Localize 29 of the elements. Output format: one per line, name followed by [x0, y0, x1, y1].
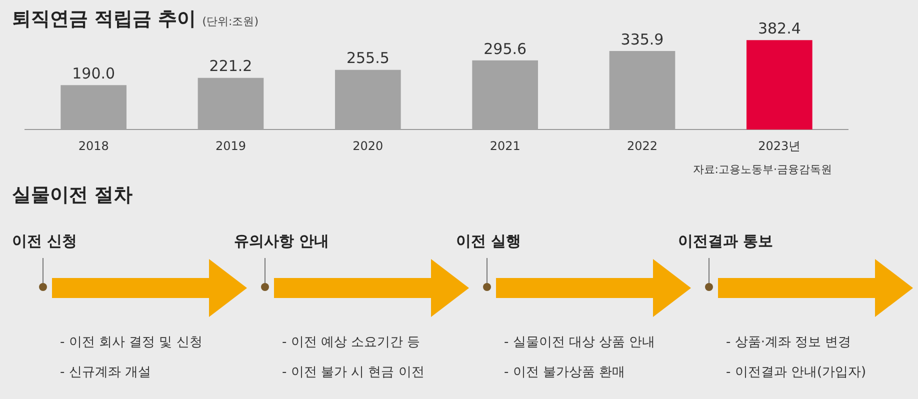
category-label: 유의사항 안내	[234, 232, 330, 251]
text: 자료:고용노동부·금융감독원	[692, 162, 832, 177]
text: - 이전결과 안내(가입자)	[726, 364, 866, 381]
text: 실물이전 절차	[12, 183, 133, 208]
x-tick-label: 2021	[490, 138, 520, 153]
data-label: 335.9	[620, 30, 664, 48]
x-tick-label: 2018	[78, 138, 109, 153]
x-tick-label: 2023년	[758, 138, 801, 153]
text: - 이전 불가상품 환매	[504, 364, 626, 381]
category-label: 이전결과 통보	[678, 232, 774, 251]
x-tick-label: 2022	[626, 138, 658, 153]
chart-title: 퇴직연금 적립금 추이	[12, 8, 196, 30]
text: - 이전 회사 결정 및 신청	[60, 334, 202, 351]
x-tick-label: 2019	[215, 138, 246, 153]
data-label: 295.6	[484, 40, 527, 58]
text: - 상품·계좌 정보 변경	[726, 334, 852, 351]
bar	[746, 40, 812, 130]
text: - 이전 예상 소요기간 등	[282, 334, 420, 351]
data-label: 190.0	[72, 64, 116, 83]
text: - 신규계좌 개설	[60, 364, 151, 381]
data-label: 221.2	[209, 57, 252, 76]
data-label: 382.4	[758, 20, 801, 38]
x-tick-label: 2020	[352, 138, 384, 153]
data-label: 255.5	[346, 49, 390, 68]
chart-subtitle: (단위:조원)	[202, 15, 259, 28]
category-label: 이전 신청	[12, 232, 78, 251]
text: - 이전 불가 시 현금 이전	[282, 364, 424, 381]
category-label: 이전 실행	[456, 232, 522, 251]
text: - 실물이전 대상 상품 안내	[504, 334, 656, 351]
